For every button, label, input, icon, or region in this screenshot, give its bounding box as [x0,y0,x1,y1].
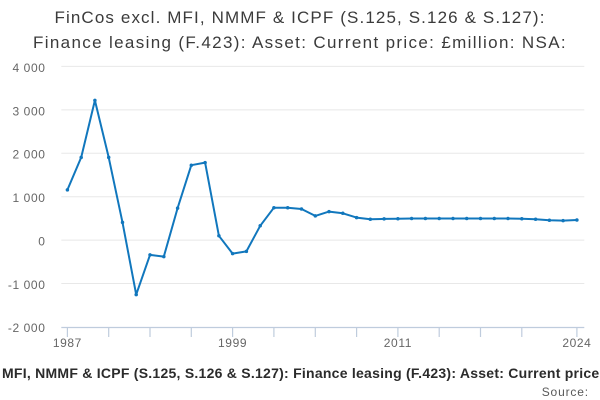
svg-text:1999: 1999 [218,336,247,350]
svg-text:3 000: 3 000 [12,104,45,118]
svg-text:1987: 1987 [53,336,82,350]
svg-text:2024: 2024 [562,336,591,350]
svg-text:4 000: 4 000 [12,61,45,75]
svg-text:0: 0 [38,235,45,249]
svg-text:-1 000: -1 000 [8,278,46,292]
svg-text:2011: 2011 [384,336,412,350]
svg-text:1 000: 1 000 [12,191,45,205]
svg-text:2 000: 2 000 [12,148,45,162]
svg-text:-2 000: -2 000 [8,321,46,335]
